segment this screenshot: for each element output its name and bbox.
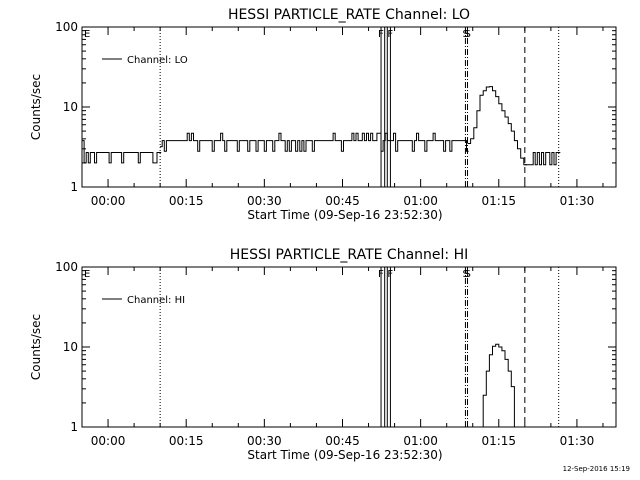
y-tick-label: 100 — [55, 20, 78, 34]
x-tick-label: 00:45 — [325, 194, 360, 208]
y-tick-label: 100 — [55, 260, 78, 274]
x-axis-label: Start Time (09-Sep-16 23:52:30) — [247, 448, 442, 462]
corner-label: E — [84, 29, 90, 40]
series-line — [160, 132, 469, 152]
series-line — [82, 140, 162, 164]
chart-title: HESSI PARTICLE_RATE Channel: LO — [228, 7, 470, 23]
x-tick-label: 01:15 — [481, 194, 516, 208]
plot-frame — [81, 266, 617, 428]
chart-panel-0: HESSI PARTICLE_RATE Channel: LO 00:00 00:1… — [29, 7, 617, 222]
timestamp: 12-Sep-2016 15:19 — [562, 465, 630, 473]
event-label: F — [378, 269, 384, 280]
event-label: F — [387, 29, 393, 40]
x-tick-label: 01:30 — [560, 434, 595, 448]
plot-frame — [81, 26, 617, 188]
chart-panel-1: HESSI PARTICLE_RATE Channel: HI 00:00 00:1… — [29, 247, 617, 462]
x-tick-label: 01:00 — [403, 434, 438, 448]
corner-label: E — [84, 269, 90, 280]
y-axis-label: Counts/sec — [29, 314, 43, 380]
x-tick-label: 00:00 — [91, 194, 126, 208]
x-tick-label: 00:30 — [247, 434, 282, 448]
y-tick-label: 1 — [70, 420, 78, 434]
y-axis-label: Counts/sec — [29, 74, 43, 140]
x-tick-label: 00:00 — [91, 434, 126, 448]
legend-label: Channel: HI — [127, 295, 185, 306]
event-label: S — [462, 269, 468, 280]
event-label: S — [465, 29, 471, 40]
legend-label: Channel: LO — [127, 55, 188, 66]
series-line — [524, 152, 561, 166]
x-tick-label: 01:00 — [403, 194, 438, 208]
event-label: S — [465, 269, 471, 280]
y-tick-label: 10 — [63, 340, 78, 354]
y-tick-label: 1 — [70, 180, 78, 194]
event-label: S — [462, 29, 468, 40]
x-tick-label: 01:30 — [560, 194, 595, 208]
x-tick-label: 00:15 — [169, 194, 204, 208]
y-tick-label: 10 — [63, 100, 78, 114]
x-axis-label: Start Time (09-Sep-16 23:52:30) — [247, 208, 442, 222]
chart-title: HESSI PARTICLE_RATE Channel: HI — [230, 247, 468, 263]
event-label: F — [378, 29, 384, 40]
series-line — [467, 86, 527, 166]
series-line — [480, 343, 518, 428]
event-label: F — [387, 269, 393, 280]
x-tick-label: 01:15 — [481, 434, 516, 448]
x-tick-label: 00:15 — [169, 434, 204, 448]
x-tick-label: 00:45 — [325, 434, 360, 448]
x-tick-label: 00:30 — [247, 194, 282, 208]
